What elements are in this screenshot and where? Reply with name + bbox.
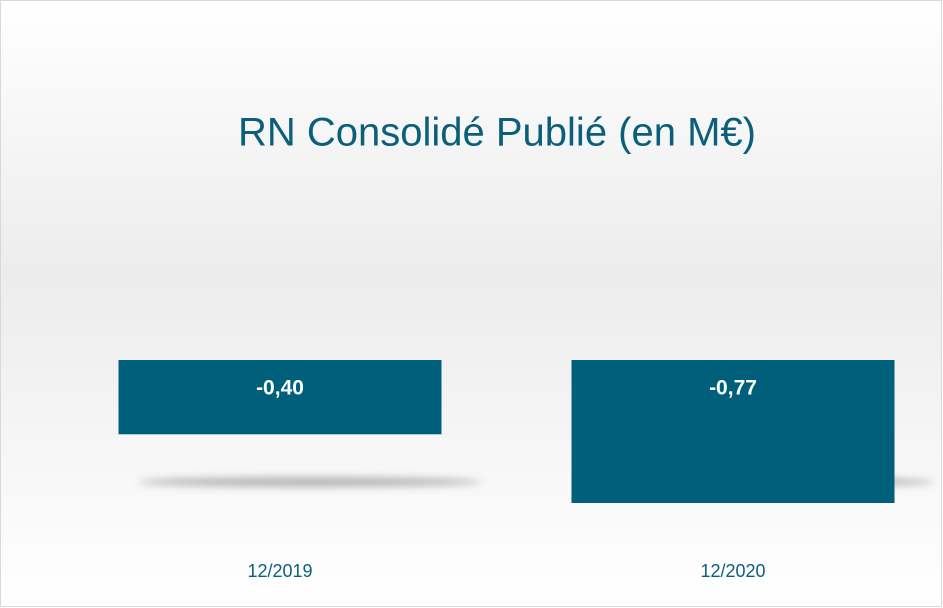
data-label: -0,40 xyxy=(256,377,304,400)
x-tick-label: 12/2020 xyxy=(700,561,765,581)
data-label: -0,77 xyxy=(709,377,757,400)
x-tick-label: 12/2019 xyxy=(247,561,312,581)
bar-shadow xyxy=(138,477,482,487)
plot-area: -0,40 12/2019 -0,77 12/2020 xyxy=(118,360,935,581)
bar xyxy=(571,360,895,503)
chart-title: RN Consolidé Publié (en M€) xyxy=(238,111,756,155)
bar xyxy=(118,360,442,435)
